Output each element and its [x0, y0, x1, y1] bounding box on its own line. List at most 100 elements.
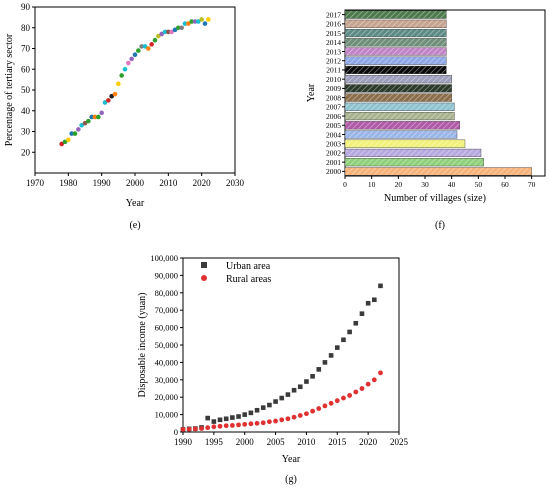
urban-point — [205, 415, 210, 421]
x-tick-label: 2000 — [236, 437, 255, 447]
urban-point — [285, 392, 291, 397]
urban-point — [217, 417, 223, 423]
urban-point — [230, 415, 235, 420]
rural-point — [310, 408, 315, 414]
rural-point — [217, 423, 223, 429]
rural-point — [353, 389, 359, 395]
rural-point — [378, 370, 383, 376]
panel-e-x-axis-label: Year — [126, 198, 145, 209]
panel-e-y-axis-label: Percentage of tertiary sector — [4, 33, 15, 146]
y-tick-label: 20,000 — [155, 392, 178, 402]
panel-g-x-axis-label: Year — [282, 454, 301, 465]
y-tick-label: 2006 — [326, 112, 341, 121]
urban-point — [242, 412, 248, 417]
data-point — [66, 137, 71, 143]
x-tick-label: 2030 — [226, 178, 245, 188]
rural-point — [316, 406, 322, 411]
data-point — [82, 120, 88, 126]
panel-e: 1970 1980 1990 2000 2010 2020 2030 20304050607… — [4, 2, 245, 231]
y-tick-label: 2005 — [326, 121, 341, 130]
legend-urban-marker — [201, 262, 207, 268]
panel-g-x-ticks: 1990 1995 2000 2005 2010 2015 2020 2025 — [174, 432, 409, 447]
urban-point — [359, 311, 365, 316]
urban-point — [372, 297, 377, 303]
urban-point — [365, 300, 371, 306]
panel-f: 2000200120022003200420052006200720082009… — [306, 9, 546, 231]
urban-point — [353, 320, 359, 326]
data-point — [129, 56, 134, 62]
legend-urban-label: Urban area — [226, 261, 271, 272]
bar — [344, 38, 447, 47]
panel-g-y-axis-label: Disposable income (yuan) — [137, 293, 148, 398]
data-point — [199, 17, 204, 22]
rural-point — [273, 418, 278, 424]
bar — [344, 19, 447, 28]
bar — [344, 130, 458, 139]
y-tick-label: 2015 — [326, 29, 341, 38]
x-tick-label: 10 — [368, 180, 376, 189]
rural-point — [236, 422, 241, 428]
data-point — [159, 31, 164, 37]
y-tick-label: 40,000 — [155, 357, 178, 367]
data-point — [122, 66, 128, 72]
x-tick-label: 2010 — [159, 178, 178, 188]
data-point — [96, 114, 101, 120]
y-tick-label: 2004 — [326, 130, 341, 139]
urban-point — [273, 399, 278, 404]
urban-point — [322, 360, 328, 365]
panel-g-legend: Urban area Rural areas — [201, 261, 271, 285]
bar — [344, 148, 482, 158]
y-tick-label: 40 — [21, 106, 31, 116]
data-point — [156, 33, 161, 39]
data-point — [136, 48, 141, 53]
rural-point — [223, 423, 229, 429]
rural-point — [211, 424, 217, 430]
bar — [344, 93, 452, 102]
bar — [344, 47, 447, 56]
data-point — [132, 52, 138, 58]
bar — [344, 111, 455, 121]
data-point — [206, 17, 211, 22]
x-tick-label: 2000 — [126, 178, 145, 188]
rural-point — [260, 420, 266, 426]
bar — [344, 10, 447, 19]
data-point — [152, 37, 158, 43]
x-tick-label: 50 — [475, 180, 483, 189]
y-tick-label: 2000 — [326, 167, 341, 176]
panel-f-x-axis-label: Number of villages (size) — [384, 193, 486, 204]
y-tick-label: 2014 — [326, 38, 341, 47]
rural-point — [248, 421, 254, 427]
urban-point — [310, 374, 315, 379]
rural-point — [341, 395, 346, 401]
rural-point — [254, 420, 260, 426]
data-point — [166, 29, 171, 35]
urban-point — [341, 337, 346, 343]
data-point — [112, 91, 118, 97]
panel-e-label: (e) — [129, 220, 140, 231]
panel-f-y-axis-label: Year — [306, 83, 317, 102]
urban-point — [236, 414, 241, 419]
data-point — [109, 93, 114, 99]
panel-g-label: (g) — [285, 474, 297, 485]
y-tick-label: 2007 — [326, 103, 341, 112]
bar — [344, 65, 447, 75]
bar — [344, 158, 484, 167]
rural-point — [285, 416, 291, 422]
rural-point — [297, 413, 303, 418]
data-point — [92, 114, 98, 120]
data-point — [102, 100, 108, 105]
x-tick-label: 70 — [528, 180, 536, 189]
y-tick-label: 30,000 — [155, 375, 178, 385]
x-tick-label: 20 — [395, 180, 403, 189]
y-tick-label: 70 — [21, 44, 31, 54]
data-point — [99, 110, 104, 116]
data-point — [79, 122, 84, 128]
panel-e-x-ticks: 1970 1980 1990 2000 2010 2020 2030 — [26, 173, 245, 188]
rural-point — [365, 381, 371, 387]
urban-point — [378, 283, 383, 289]
urban-point — [267, 402, 272, 408]
rural-point — [359, 386, 365, 391]
urban-point — [334, 345, 340, 350]
panel-g-y-ticks: 0 10,000 20,000 30,000 40,000 50,000 60,000 70,… — [150, 253, 183, 437]
urban-point — [316, 367, 322, 372]
